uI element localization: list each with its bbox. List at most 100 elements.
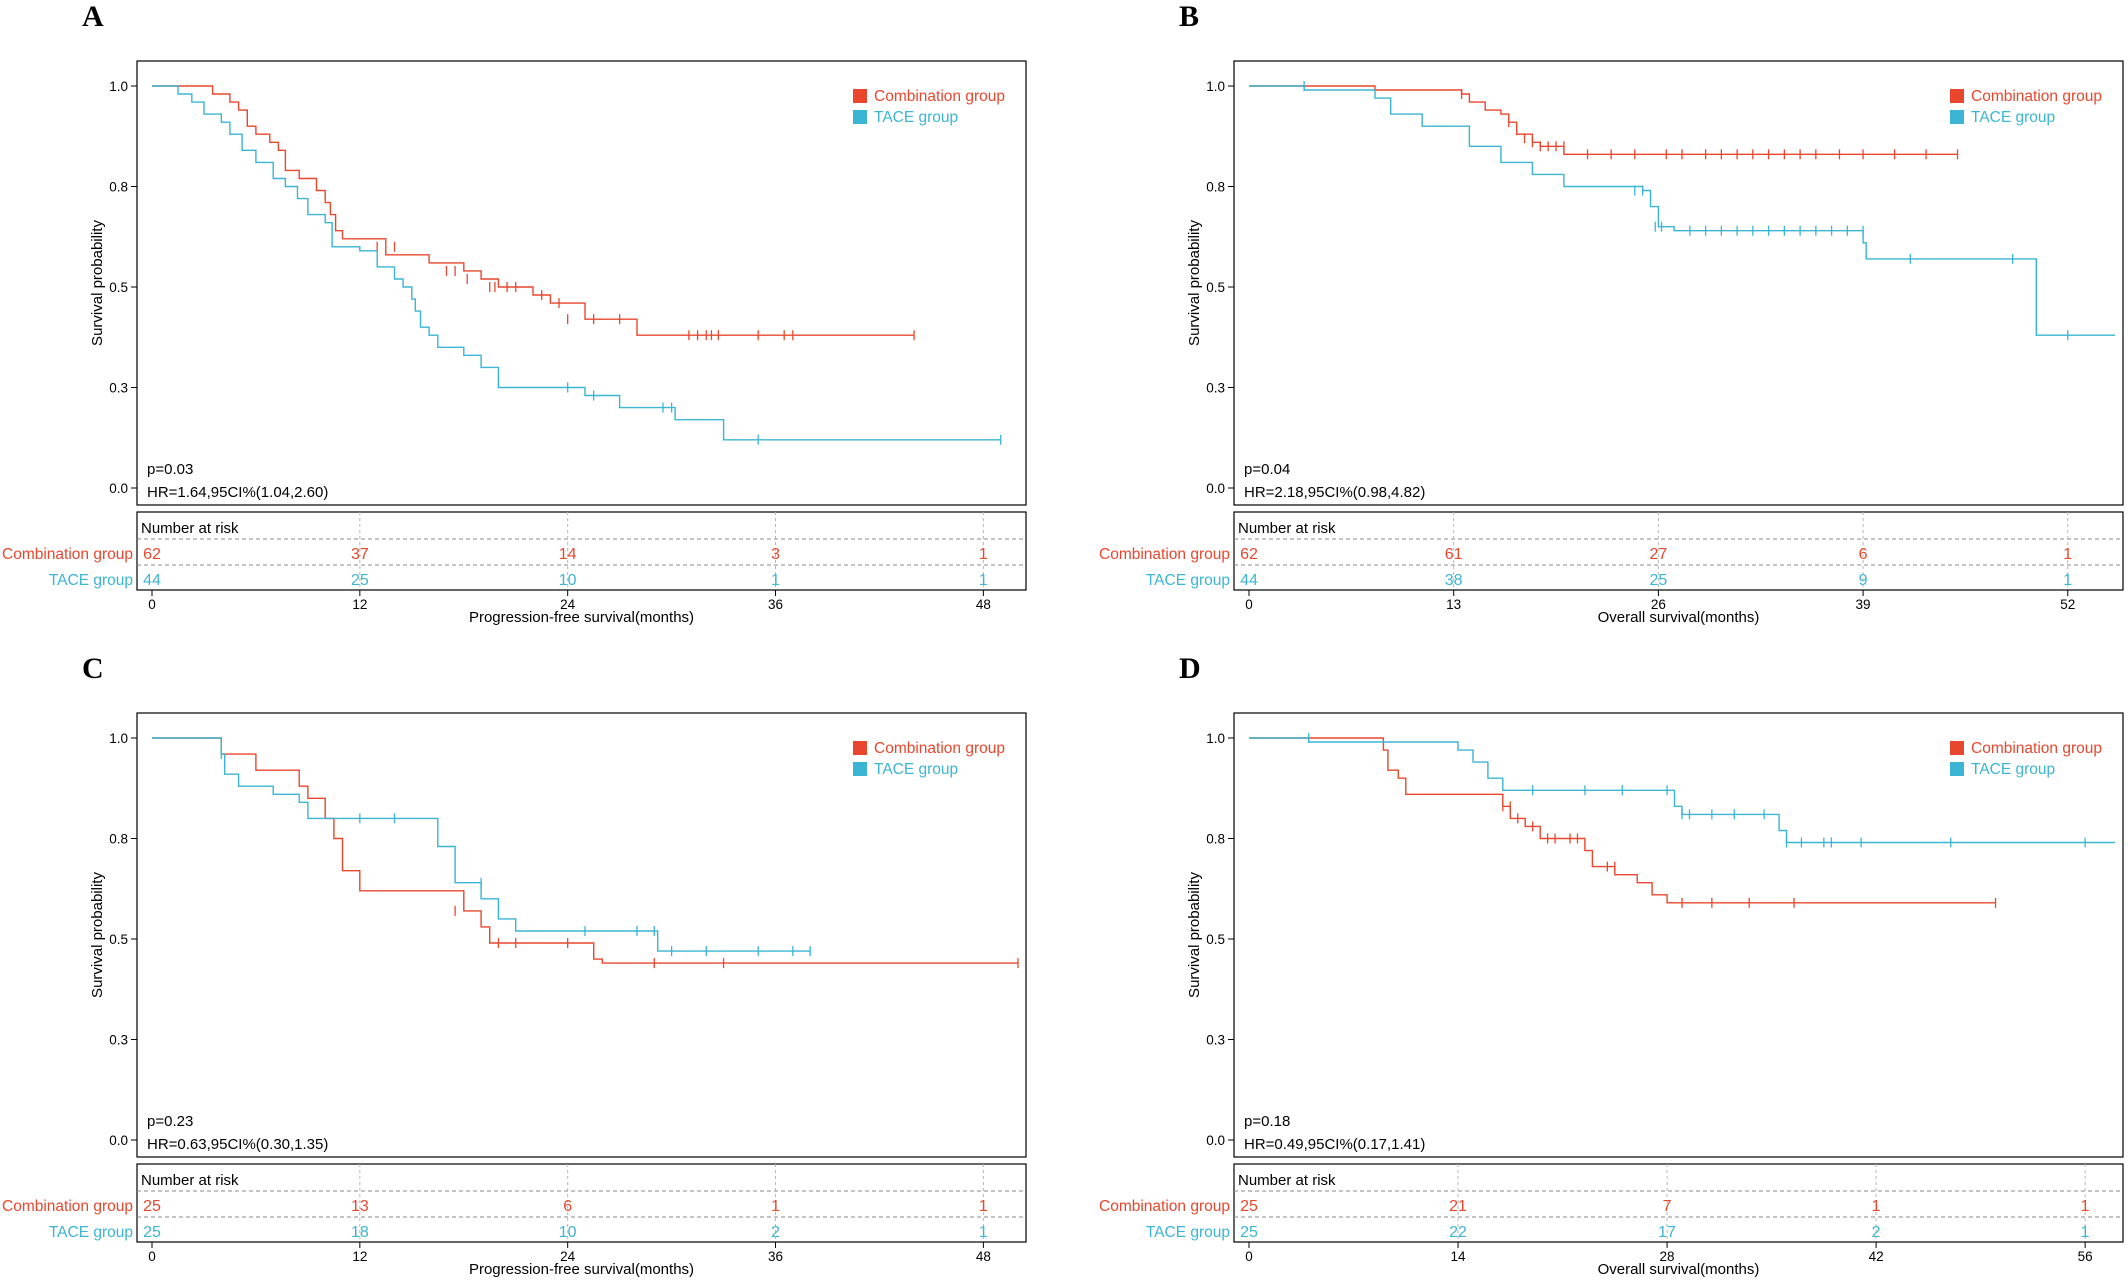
panel-letter: B xyxy=(1179,0,1199,33)
y-tick-label: 0.0 xyxy=(1206,481,1225,496)
risk-number-combination: 6 xyxy=(1859,546,1868,563)
risk-number-tace: 25 xyxy=(351,572,369,589)
x-axis-title: Progression-free survival(months) xyxy=(469,609,694,626)
x-tick-label: 39 xyxy=(1856,597,1871,612)
hazard-ratio: HR=1.64,95CI%(1.04,2.60) xyxy=(147,484,328,501)
legend-swatch-tace xyxy=(853,110,867,124)
x-tick-label: 0 xyxy=(1245,597,1253,612)
risk-number-tace: 18 xyxy=(351,1224,369,1241)
y-tick-label: 0.3 xyxy=(109,1033,128,1048)
hazard-ratio: HR=2.18,95CI%(0.98,4.82) xyxy=(1244,484,1425,501)
x-tick-label: 26 xyxy=(1651,597,1666,612)
risk-number-tace: 2 xyxy=(1872,1224,1881,1241)
risk-number-combination: 62 xyxy=(143,546,161,563)
x-axis-title: Overall survival(months) xyxy=(1598,1261,1760,1278)
x-tick-label: 12 xyxy=(352,597,367,612)
risk-label-tace: TACE group xyxy=(1146,572,1230,589)
curve-combination xyxy=(152,85,915,336)
risk-number-tace: 25 xyxy=(143,1224,161,1241)
legend-swatch-tace xyxy=(1950,762,1964,776)
y-tick-label: 0.0 xyxy=(109,481,128,496)
x-tick-label: 48 xyxy=(976,1249,991,1264)
risk-number-combination: 3 xyxy=(771,546,780,563)
risk-number-tace: 22 xyxy=(1449,1224,1467,1241)
plot-frame xyxy=(1233,712,2124,1158)
legend-label-tace: TACE group xyxy=(1971,109,2055,126)
legend-swatch-combination xyxy=(853,741,867,755)
x-tick-label: 48 xyxy=(976,597,991,612)
x-tick-label: 24 xyxy=(560,1249,576,1264)
risk-table-frame xyxy=(1233,511,2124,591)
x-tick-label: 14 xyxy=(1451,1249,1467,1264)
y-tick-label: 0.0 xyxy=(1206,1133,1225,1148)
y-tick-label: 0.3 xyxy=(109,381,128,396)
y-tick-label: 0.5 xyxy=(109,932,128,947)
curve-combination xyxy=(1249,737,1996,904)
plot-frame xyxy=(136,712,1027,1158)
y-tick-label: 0.8 xyxy=(1206,180,1225,195)
legend-label-tace: TACE group xyxy=(1971,761,2055,778)
risk-number-combination: 61 xyxy=(1445,546,1463,563)
risk-number-tace: 2 xyxy=(771,1224,780,1241)
risk-number-combination: 25 xyxy=(143,1198,161,1215)
x-axis-title: Overall survival(months) xyxy=(1598,609,1760,626)
p-value: p=0.03 xyxy=(147,461,193,478)
y-tick-label: 0.8 xyxy=(109,832,128,847)
panel-d: D 1.0 0.8 0.5 0.3 0.0 Survival probability Numb… xyxy=(1099,652,2124,1278)
risk-number-combination: 1 xyxy=(771,1198,780,1215)
legend-label-tace: TACE group xyxy=(874,109,958,126)
risk-number-combination: 13 xyxy=(351,1198,369,1215)
curve-tace xyxy=(152,737,811,952)
hazard-ratio: HR=0.49,95CI%(0.17,1.41) xyxy=(1244,1136,1425,1153)
legend-swatch-combination xyxy=(1950,741,1964,755)
risk-number-tace: 1 xyxy=(2081,1224,2090,1241)
risk-number-tace: 10 xyxy=(559,1224,577,1241)
risk-label-combination: Combination group xyxy=(1099,1198,1230,1215)
y-axis-title: Survival probability xyxy=(1186,220,1203,346)
risk-label-combination: Combination group xyxy=(1099,546,1230,563)
curve-combination xyxy=(1249,85,1958,155)
plot-frame xyxy=(1233,60,2124,506)
legend-label-combination: Combination group xyxy=(1971,740,2102,757)
risk-number-combination: 14 xyxy=(559,546,577,563)
risk-table-frame xyxy=(1233,1163,2124,1243)
x-axis-title: Progression-free survival(months) xyxy=(469,1261,694,1278)
curve-combination xyxy=(152,737,1018,964)
hazard-ratio: HR=0.63,95CI%(0.30,1.35) xyxy=(147,1136,328,1153)
plot-frame xyxy=(136,60,1027,506)
x-tick-label: 13 xyxy=(1446,597,1461,612)
y-tick-label: 0.0 xyxy=(109,1133,128,1148)
risk-number-tace: 10 xyxy=(559,572,577,589)
legend-label-combination: Combination group xyxy=(874,88,1005,105)
risk-number-combination: 1 xyxy=(2063,546,2072,563)
risk-table-frame xyxy=(136,1163,1027,1243)
y-axis-title: Survival probability xyxy=(1186,872,1203,998)
risk-number-tace: 1 xyxy=(979,1224,988,1241)
y-tick-label: 0.3 xyxy=(1206,381,1225,396)
number-at-risk-label: Number at risk xyxy=(141,520,239,537)
y-tick-label: 1.0 xyxy=(109,731,128,746)
risk-label-tace: TACE group xyxy=(1146,1224,1230,1241)
legend-swatch-tace xyxy=(853,762,867,776)
legend-label-combination: Combination group xyxy=(874,740,1005,757)
x-tick-label: 24 xyxy=(560,597,576,612)
risk-number-combination: 1 xyxy=(979,1198,988,1215)
x-tick-label: 36 xyxy=(768,1249,783,1264)
panel-b: B 1.0 0.8 0.5 0.3 0.0 Survival probability Numb… xyxy=(1099,0,2124,626)
panel-letter: D xyxy=(1179,652,1201,685)
x-tick-label: 0 xyxy=(1245,1249,1253,1264)
y-tick-label: 1.0 xyxy=(1206,731,1225,746)
panel-a: A 1.0 0.8 0.5 0.3 0.0 Survival probability Numb… xyxy=(2,0,1027,626)
p-value: p=0.18 xyxy=(1244,1113,1290,1130)
risk-number-combination: 6 xyxy=(563,1198,572,1215)
risk-table-frame xyxy=(136,511,1027,591)
y-tick-label: 1.0 xyxy=(109,79,128,94)
risk-number-tace: 1 xyxy=(979,572,988,589)
legend-swatch-combination xyxy=(1950,89,1964,103)
risk-label-combination: Combination group xyxy=(2,546,133,563)
curve-tace xyxy=(152,85,1001,441)
risk-number-combination: 27 xyxy=(1649,546,1667,563)
risk-number-tace: 1 xyxy=(771,572,780,589)
x-tick-label: 28 xyxy=(1660,1249,1675,1264)
y-tick-label: 0.8 xyxy=(109,180,128,195)
